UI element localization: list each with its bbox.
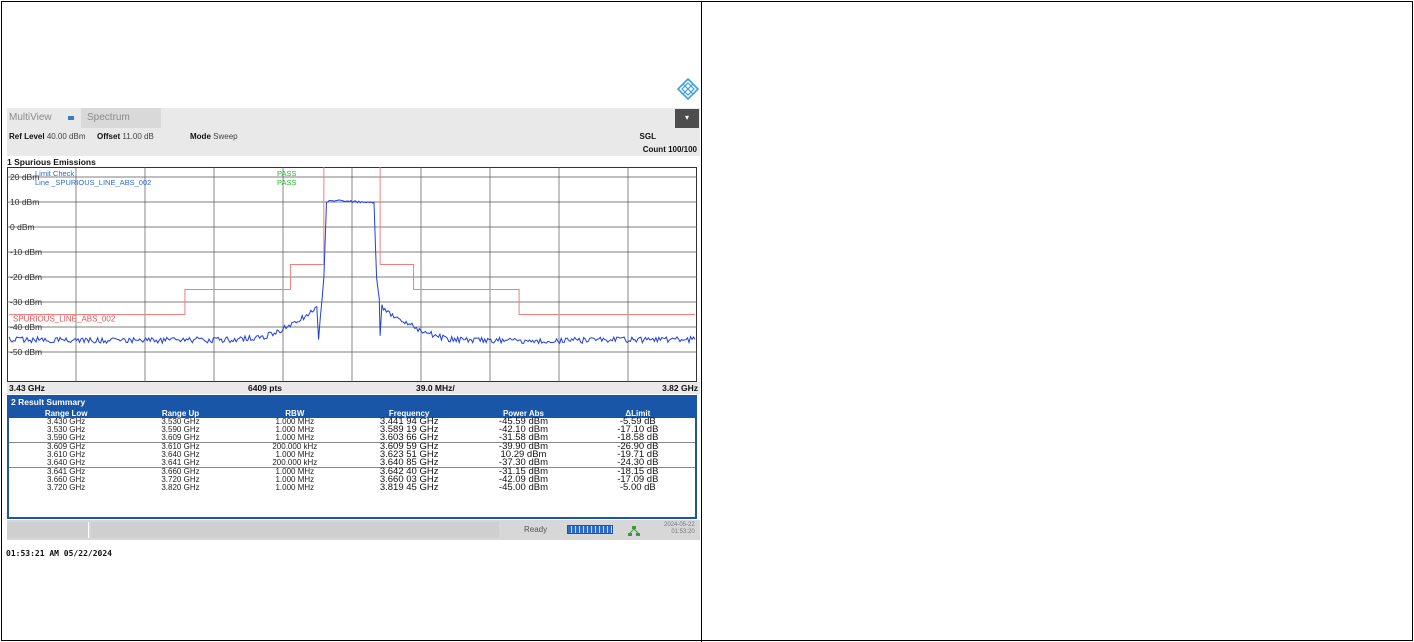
sgl-label: SGL xyxy=(640,132,656,141)
spectrum-plot[interactable]: 30 dBm20 dBm10 dBm0 dBm-10 dBm-20 dBm-30… xyxy=(7,167,697,382)
y-tick-label: -40 dBm xyxy=(10,322,42,332)
y-tick-label: -20 dBm xyxy=(10,272,42,282)
y-tick-label: 0 dBm xyxy=(10,222,35,232)
status-date: 2024-05-22 xyxy=(664,522,695,529)
table-row[interactable]: 3.641 GHz 3.660 GHz 1.000 MHz 3.642 40 GHz -… xyxy=(9,468,695,477)
y-tick-label: -10 dBm xyxy=(10,247,42,257)
instrument-header: MultiView Spectrum ▾ Ref Level 40.00 dBm… xyxy=(7,108,700,156)
limit-check-result: PASS xyxy=(277,169,296,178)
table-row[interactable]: 3.530 GHz 3.590 GHz 1.000 MHz 3.589 19 GHz -… xyxy=(9,426,695,434)
table-cell: -45.00 dBm xyxy=(466,484,580,492)
table-row[interactable]: 3.609 GHz 3.610 GHz 200.000 kHz 3.609 59 GH… xyxy=(9,443,695,452)
header-menu-button[interactable]: ▾ xyxy=(675,109,699,128)
mode-param: Mode Sweep xyxy=(190,132,238,141)
result-summary-window: 2 Result Summary Range Low Range Up RBW Fre… xyxy=(7,395,697,519)
table-cell: -5.00 dB xyxy=(581,484,695,492)
sweep-count: Count 100/100 xyxy=(643,145,697,154)
mode-label: Mode xyxy=(190,132,211,141)
x-axis-bar: 3.43 GHz 6409 pts 39.0 MHz/ 3.82 GHz xyxy=(7,382,700,394)
tab-spectrum[interactable]: Spectrum xyxy=(81,108,161,128)
window1-title: 1 Spurious Emissions xyxy=(7,157,700,167)
table-header-row: Range Low Range Up RBW Frequency Power Abs ΔL… xyxy=(9,408,695,418)
tab-indicator-icon xyxy=(68,116,74,120)
result-summary-table: Range Low Range Up RBW Frequency Power Abs ΔL… xyxy=(9,408,695,492)
offset-value: 11.00 dB xyxy=(122,132,153,141)
x-start-label: 3.43 GHz xyxy=(9,383,45,393)
points-label: 6409 pts xyxy=(248,383,282,393)
table-cell: 3.720 GHz xyxy=(9,484,123,492)
status-time: 01:53:20 xyxy=(664,529,695,536)
y-tick-label: -30 dBm xyxy=(10,297,42,307)
instrument-screen: MultiView Spectrum ▾ Ref Level 40.00 dBm… xyxy=(7,108,700,540)
tab-multiview[interactable]: MultiView xyxy=(9,108,52,128)
table-row[interactable]: 3.610 GHz 3.640 GHz 1.000 MHz 3.623 51 GHz 1… xyxy=(9,451,695,459)
limit-line-legend: Line _SPURIOUS_LINE_ABS_002 xyxy=(35,178,151,187)
table-row[interactable]: 3.640 GHz 3.641 GHz 200.000 kHz 3.640 85 GH… xyxy=(9,459,695,468)
capture-timestamp: 01:53:21 AM 05/22/2024 xyxy=(6,549,112,558)
ref-level-label: Ref Level xyxy=(9,132,45,141)
table-row[interactable]: 3.590 GHz 3.609 GHz 1.000 MHz 3.603 66 GHz -… xyxy=(9,434,695,443)
progress-bar xyxy=(567,525,613,534)
status-field-message xyxy=(91,522,499,538)
table-row[interactable]: 3.430 GHz 3.530 GHz 1.000 MHz 3.441 94 GHz -… xyxy=(9,418,695,426)
network-icon xyxy=(628,526,640,536)
status-datetime: 2024-05-22 01:53:20 xyxy=(664,522,695,536)
status-field-left xyxy=(7,522,89,538)
table-cell: 1.000 MHz xyxy=(238,484,352,492)
table-cell: 3.819 45 GHz xyxy=(352,484,466,492)
status-bar: Ready 2024-05-22 01:53:20 xyxy=(7,520,700,540)
limit-line-name: SPURIOUS_LINE_ABS_002 xyxy=(13,315,116,324)
table-row[interactable]: 3.720 GHz 3.820 GHz 1.000 MHz 3.819 45 GHz -… xyxy=(9,484,695,492)
ready-status: Ready xyxy=(524,525,547,534)
panel-divider xyxy=(701,2,702,642)
ref-level-value: 40.00 dBm xyxy=(47,132,86,141)
offset-param: Offset 11.00 dB xyxy=(97,132,154,141)
offset-label: Offset xyxy=(97,132,120,141)
y-tick-label: 10 dBm xyxy=(10,197,39,207)
limit-line-result: PASS xyxy=(277,178,296,187)
ref-level-param: Ref Level 40.00 dBm xyxy=(9,132,86,141)
window2-title: 2 Result Summary xyxy=(9,397,695,408)
table-cell: 3.820 GHz xyxy=(123,484,237,492)
x-stop-label: 3.82 GHz xyxy=(662,383,698,393)
table-row[interactable]: 3.660 GHz 3.720 GHz 1.000 MHz 3.660 03 GHz -… xyxy=(9,476,695,484)
span-per-div-label: 39.0 MHz/ xyxy=(416,383,455,393)
mode-value: Sweep xyxy=(213,132,237,141)
limit-check-label: Limit Check xyxy=(35,169,74,178)
rohde-schwarz-logo-icon xyxy=(677,78,699,100)
y-tick-label: -50 dBm xyxy=(10,347,42,357)
